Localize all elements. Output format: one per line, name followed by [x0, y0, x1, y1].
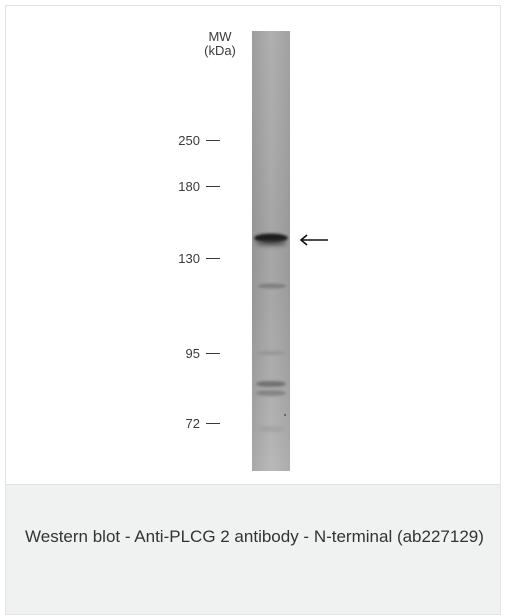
- marker-95: 95: [186, 346, 220, 361]
- western-blot-figure: MW (kDa) 250 180 130 95 72: [6, 6, 500, 485]
- marker-180: 180: [178, 179, 220, 194]
- main-band: [254, 233, 288, 243]
- marker-label: 72: [185, 416, 200, 431]
- marker-tick: [206, 353, 220, 354]
- marker-label: 130: [178, 251, 200, 266]
- blot-lane: [252, 31, 290, 471]
- marker-tick: [206, 258, 220, 259]
- marker-72: 72: [186, 416, 220, 431]
- faint-band: [256, 381, 286, 387]
- faint-band: [257, 351, 285, 355]
- marker-label: 250: [178, 133, 200, 148]
- mw-label-unit: (kDa): [204, 43, 236, 58]
- mw-axis-label: MW (kDa): [182, 30, 258, 58]
- marker-tick: [206, 140, 220, 141]
- figure-caption: Western blot - Anti-PLCG 2 antibody - N-…: [25, 527, 484, 546]
- faint-band: [256, 390, 286, 396]
- marker-tick: [206, 423, 220, 424]
- marker-250: 250: [178, 133, 220, 148]
- marker-tick: [206, 186, 220, 187]
- marker-130: 130: [178, 251, 220, 266]
- mw-label-title: MW: [208, 29, 232, 44]
- marker-label: 95: [185, 346, 200, 361]
- caption-area: Western blot - Anti-PLCG 2 antibody - N-…: [6, 485, 500, 614]
- figure-card: MW (kDa) 250 180 130 95 72: [5, 5, 501, 615]
- left-arrow-icon: [299, 234, 328, 246]
- faint-band: [258, 283, 286, 289]
- marker-label: 180: [178, 179, 200, 194]
